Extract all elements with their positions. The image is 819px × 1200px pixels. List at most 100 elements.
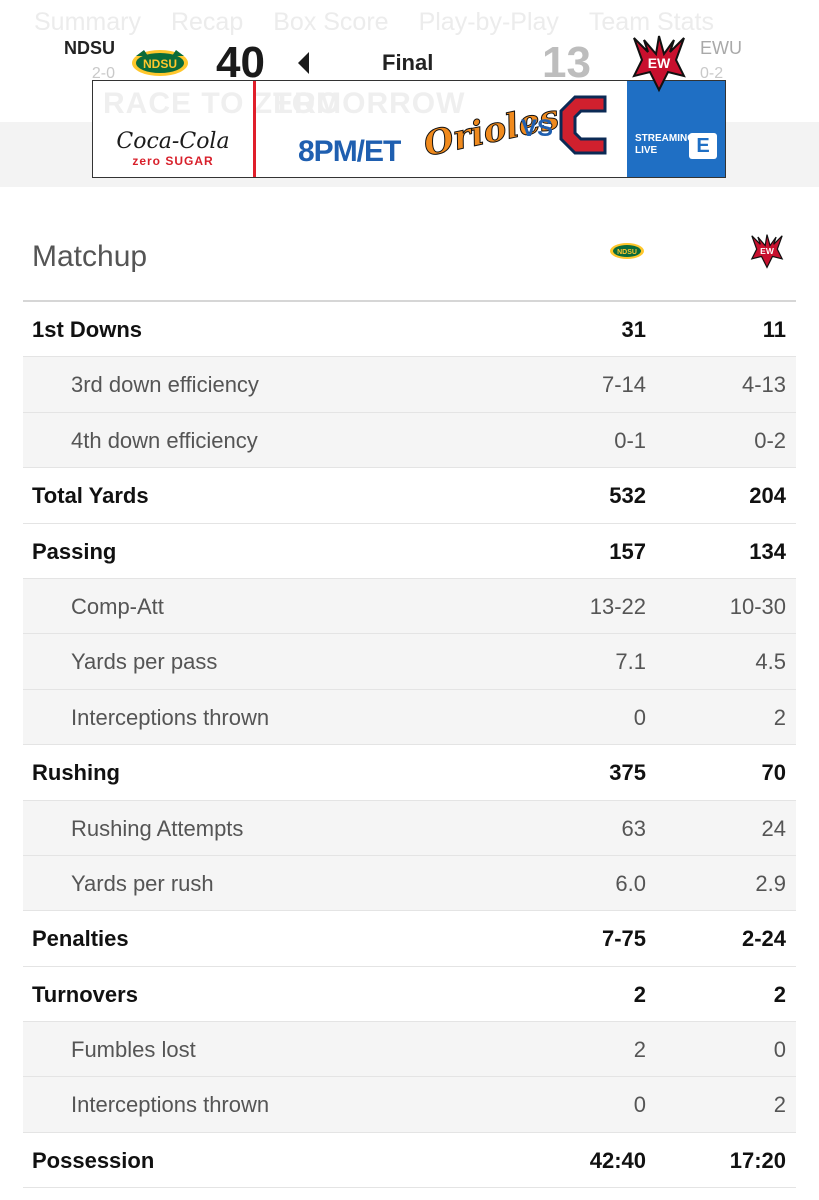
matchup-title: Matchup (32, 240, 148, 273)
stat-label: Turnovers (32, 981, 138, 1007)
stat-label: 1st Downs (32, 317, 143, 342)
stat-home-value: 6.0 (615, 870, 646, 896)
stat-label: Yards per pass (71, 649, 218, 675)
stat-row: Interceptions thrown 0 2 (23, 689, 796, 746)
stat-home-value: 31 (621, 317, 646, 342)
stat-away-value: 4.5 (755, 649, 786, 675)
stat-row: 4th down efficiency 0-1 0-2 (23, 412, 796, 469)
tab-box-score[interactable]: Box Score (273, 8, 389, 36)
stat-row: Rushing 375 70 (23, 745, 796, 801)
winner-caret-icon (298, 52, 309, 74)
stat-away-value: 17:20 (729, 1147, 786, 1173)
espn-plus-icon: E (689, 133, 717, 159)
stat-label: Passing (32, 538, 117, 564)
home-score: 40 (216, 38, 265, 87)
home-team-record: 2-0 (91, 65, 115, 82)
stat-row: Total Yards 532 204 (23, 468, 796, 524)
stat-home-value: 0 (633, 1092, 646, 1118)
stat-away-value: 134 (749, 538, 786, 564)
stat-label: Rushing Attempts (71, 815, 244, 841)
ad-sponsor-brand: Coca-Cola (116, 129, 230, 154)
tab-recap[interactable]: Recap (170, 8, 244, 36)
ndsu-small-logo-icon: NDSU (610, 243, 644, 259)
stat-row: Interceptions thrown 0 2 (23, 1077, 796, 1133)
stat-home-value: 13-22 (589, 593, 646, 619)
stat-away-value: 11 (762, 317, 786, 342)
stat-row: Passing 157 134 (23, 524, 796, 579)
ewu-small-logo-icon: EW (750, 234, 784, 269)
stat-row: Turnovers 2 2 (23, 967, 796, 1023)
banner-ad[interactable]: RACE TO ZERO TOMORROW Coca-Cola zero SUG… (92, 80, 726, 178)
ewu-eagle-logo-icon[interactable]: EW (626, 32, 692, 94)
stat-label: Interceptions thrown (71, 1092, 270, 1118)
stat-label: Comp-Att (71, 593, 164, 619)
away-team-record: 0-2 (700, 65, 724, 82)
stat-label: Penalties (32, 926, 129, 952)
stat-home-value: 2 (633, 1037, 646, 1063)
stat-row: 3rd down efficiency 7-14 4-13 (23, 357, 796, 413)
ad-vs: VS (521, 115, 554, 142)
stat-label: Yards per rush (71, 870, 214, 896)
stat-away-value: 2 (773, 981, 786, 1007)
ad-sponsor: Coca-Cola zero SUGAR (93, 123, 253, 177)
stat-home-value: 2 (633, 981, 646, 1007)
tab-play-by-play[interactable]: Play-by-Play (418, 8, 559, 36)
ad-top-text-2: TOMORROW (273, 87, 466, 120)
away-team-abbr: EWU (700, 38, 742, 58)
stat-away-value: 24 (761, 815, 786, 841)
svg-text:EW: EW (760, 246, 774, 256)
matchup-table: Matchup NDSU EW 1st Downs 31 11 3rd down ef… (23, 218, 796, 1189)
home-team[interactable]: NDSU 2-0 (40, 38, 115, 83)
indians-c-logo-icon (559, 95, 607, 155)
stat-label: Rushing (32, 760, 120, 786)
stat-row: Comp-Att 13-22 10-30 (23, 578, 796, 635)
stat-row: Penalties 7-75 2-24 (23, 911, 796, 967)
stat-away-value: 4-13 (741, 372, 786, 398)
stat-away-value: 204 (749, 483, 786, 509)
svg-text:NDSU: NDSU (143, 57, 177, 71)
stat-home-value: 0 (633, 704, 646, 730)
stat-row: Fumbles lost 2 0 (23, 1022, 796, 1078)
game-tabs: Summary Recap Box Score Play-by-Play Tea… (34, 8, 759, 44)
stat-home-value: 7-75 (601, 926, 646, 952)
stat-home-value: 7-14 (601, 372, 646, 398)
tab-summary[interactable]: Summary (34, 8, 141, 36)
stat-home-value: 157 (609, 538, 646, 564)
scoreboard: NDSU 2-0 NDSU 40 Final 13 EW EWU 0-2 (0, 26, 819, 98)
stat-label: Possession (32, 1147, 155, 1173)
ad-time: 8PM/ET (298, 135, 401, 168)
matchup-rows: 1st Downs 31 11 3rd down efficiency 7-14 4-13… (23, 302, 796, 1189)
stat-home-value: 42:40 (589, 1147, 646, 1173)
tab-team-stats[interactable]: Team Stats (588, 8, 714, 36)
stat-row: Yards per pass 7.1 4.5 (23, 634, 796, 690)
ad-top-text: RACE TO ZERO (103, 87, 342, 120)
stat-row: Yards per rush 6.0 2.9 (23, 855, 796, 912)
stat-home-value: 63 (621, 815, 646, 841)
stat-row: Rushing Attempts 63 24 (23, 800, 796, 856)
stat-row: Possession 42:40 17:20 (23, 1133, 796, 1189)
ad-top-strip: RACE TO ZERO TOMORROW (93, 81, 725, 123)
matchup-header: Matchup NDSU EW (23, 218, 796, 302)
stat-label: Fumbles lost (71, 1037, 196, 1063)
ad-sponsor-sub: zero SUGAR (132, 154, 214, 168)
ad-streaming-panel: STREAMING LIVE E (627, 81, 725, 177)
stat-away-value: 0-2 (754, 427, 786, 453)
stat-away-value: 70 (761, 760, 786, 786)
stat-row: 1st Downs 31 11 (23, 302, 796, 358)
ad-divider (253, 81, 256, 177)
stat-home-value: 7.1 (615, 649, 646, 675)
stat-label: Interceptions thrown (71, 704, 270, 730)
away-team[interactable]: EWU 0-2 (700, 38, 780, 83)
ad-stream-label: STREAMING LIVE (635, 133, 695, 156)
stat-label: Total Yards (32, 483, 149, 509)
stat-away-value: 2.9 (755, 870, 786, 896)
stat-home-value: 0-1 (614, 427, 646, 453)
ndsu-bison-logo-icon[interactable]: NDSU (130, 46, 190, 78)
home-team-abbr: NDSU (63, 38, 115, 58)
stat-away-value: 10-30 (729, 593, 786, 619)
game-status: Final (382, 50, 434, 75)
stat-away-value: 2-24 (741, 926, 786, 952)
stat-away-value: 2 (773, 704, 786, 730)
stat-away-value: 0 (773, 1037, 786, 1063)
stat-away-value: 2 (773, 1092, 786, 1118)
